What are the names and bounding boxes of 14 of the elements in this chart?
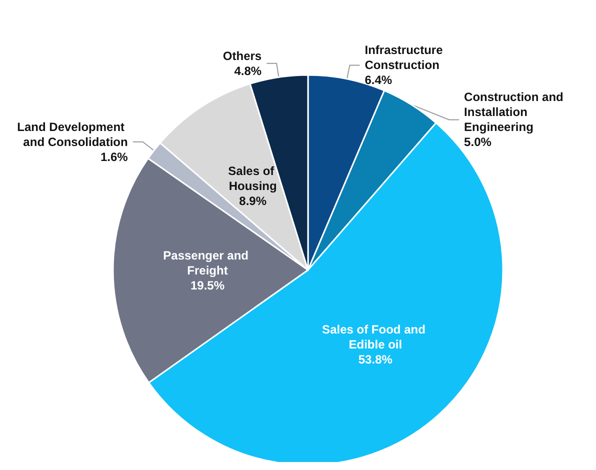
data-label: 4.8% xyxy=(234,64,262,78)
slice-label: Infrastructure Construction xyxy=(364,43,446,72)
data-label: 53.8% xyxy=(358,352,393,367)
slice-label: Passenger and Freight xyxy=(163,248,252,278)
slice-label: Sales of Housing xyxy=(228,164,278,193)
data-label: 19.5% xyxy=(190,278,225,292)
data-label: 8.9% xyxy=(239,194,267,208)
slice-label: Construction and Installation Engineering xyxy=(464,90,567,134)
data-label: 5.0% xyxy=(464,135,492,150)
slice-label: Others xyxy=(222,48,262,63)
data-label: 1.6% xyxy=(100,150,128,164)
slice-label: Land Development and Consolidation xyxy=(17,120,128,149)
slice-label: Sales of Food and Edible oil xyxy=(322,322,429,352)
data-label: 6.4% xyxy=(364,73,392,88)
